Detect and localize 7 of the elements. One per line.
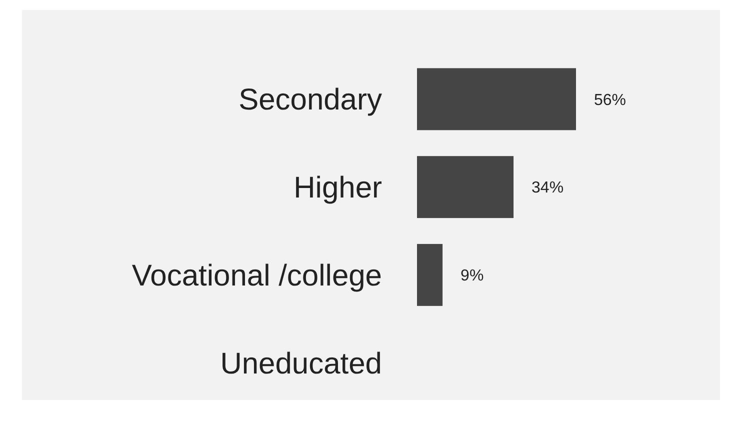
data-label: 9% [460, 268, 484, 285]
y-tick-label: Uneducated [220, 347, 382, 380]
y-tick-label: Higher [294, 172, 382, 205]
data-label: 56% [594, 92, 626, 109]
y-tick-label: Vocational /college [132, 259, 382, 292]
y-tick-label: Secondary [238, 84, 382, 117]
data-label: 34% [532, 180, 564, 197]
